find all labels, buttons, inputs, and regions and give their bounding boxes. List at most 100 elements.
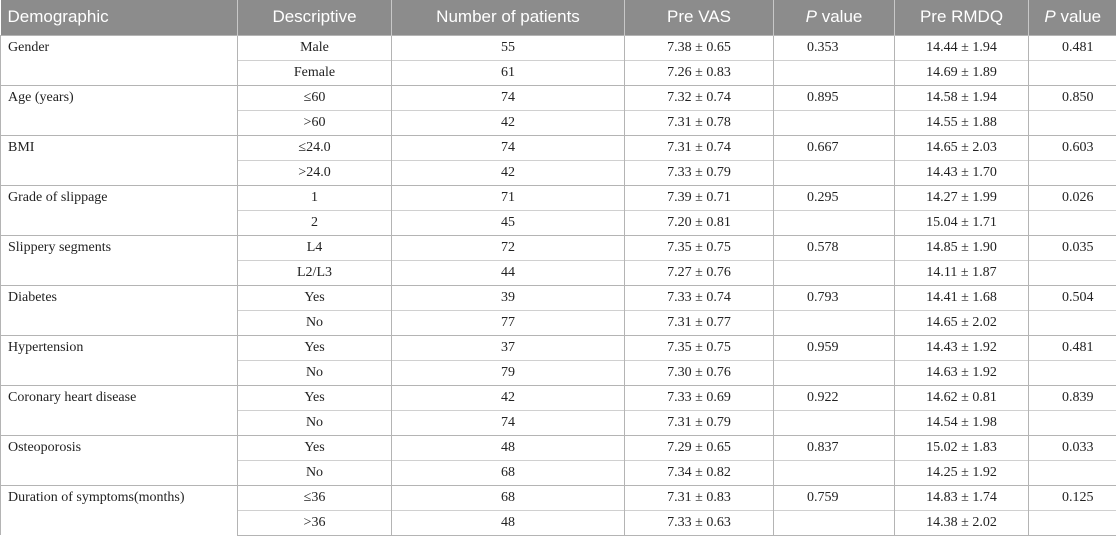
pre-vas-cell: 7.34 ± 0.82 [624,459,774,486]
header-row: Demographic Descriptive Number of patien… [0,0,1116,35]
pre-rmdq-cell: 14.38 ± 2.02 [894,509,1029,536]
pre-vas-cell: 7.27 ± 0.76 [624,259,774,286]
p-value-vas-cell [773,59,895,86]
pre-rmdq-cell: 14.69 ± 1.89 [894,59,1029,86]
p-value-rmdq-cell: 0.481 [1028,34,1116,60]
demographic-cell: Coronary heart disease [0,384,238,435]
table-row: Age (years) ≤60 74 7.32 ± 0.74 0.895 14.58 ± … [0,84,1116,135]
descriptive-cell: L2/L3 [237,259,392,286]
descriptive-cell: ≤60 [237,84,392,110]
patients-count-cell: 71 [391,184,625,210]
demographic-cell: Gender [0,34,238,85]
demographic-cell: Age (years) [0,84,238,135]
pre-vas-cell: 7.33 ± 0.69 [624,384,774,410]
patients-count-cell: 74 [391,409,625,436]
pre-vas-cell: 7.26 ± 0.83 [624,59,774,86]
p-value-vas-cell: 0.837 [773,434,895,460]
demographic-cell: Grade of slippage [0,184,238,235]
p-value-rmdq-cell: 0.504 [1028,284,1116,310]
pre-rmdq-cell: 14.25 ± 1.92 [894,459,1029,486]
table-row: Hypertension Yes 37 7.35 ± 0.75 0.959 14.43 ±… [0,334,1116,385]
table-row: Duration of symptoms(months) ≤36 68 7.31 ± … [0,484,1116,535]
table-row: Osteoporosis Yes 48 7.29 ± 0.65 0.837 15.02 ±… [0,434,1116,485]
pre-vas-cell: 7.29 ± 0.65 [624,434,774,460]
pre-rmdq-cell: 14.55 ± 1.88 [894,109,1029,136]
pre-rmdq-cell: 14.58 ± 1.94 [894,84,1029,110]
p-value-rmdq-cell [1028,209,1116,236]
pre-vas-cell: 7.35 ± 0.75 [624,334,774,360]
pre-vas-cell: 7.31 ± 0.78 [624,109,774,136]
header-descriptive: Descriptive [237,0,392,35]
p-value-vas-cell: 0.759 [773,484,895,510]
patients-count-cell: 77 [391,309,625,336]
descriptive-cell: Yes [237,284,392,310]
header-p-value-rmdq: P value [1028,0,1116,35]
descriptive-cell: ≤24.0 [237,134,392,160]
table-row: >60 42 7.31 ± 0.78 14.55 ± 1.88 [1,109,1116,136]
descriptive-cell: >36 [237,509,392,536]
p-value-rmdq-cell [1028,109,1116,136]
patients-count-cell: 68 [391,459,625,486]
header-p-italic: P [805,7,817,27]
demographic-cell: Diabetes [0,284,238,335]
descriptive-cell: No [237,359,392,386]
table-row: 2 45 7.20 ± 0.81 15.04 ± 1.71 [1,209,1116,236]
descriptive-cell: Yes [237,334,392,360]
pre-vas-cell: 7.31 ± 0.77 [624,309,774,336]
p-value-vas-cell [773,459,895,486]
pre-rmdq-cell: 14.85 ± 1.90 [894,234,1029,260]
p-value-vas-cell: 0.353 [773,34,895,60]
descriptive-cell: 1 [237,184,392,210]
patients-count-cell: 45 [391,209,625,236]
p-value-vas-cell [773,159,895,186]
pre-vas-cell: 7.33 ± 0.74 [624,284,774,310]
demographic-cell: Duration of symptoms(months) [0,484,238,535]
pre-rmdq-cell: 15.02 ± 1.83 [894,434,1029,460]
pre-rmdq-cell: 14.65 ± 2.03 [894,134,1029,160]
p-value-rmdq-cell: 0.026 [1028,184,1116,210]
pre-vas-cell: 7.35 ± 0.75 [624,234,774,260]
pre-rmdq-cell: 14.65 ± 2.02 [894,309,1029,336]
table-row: Female 61 7.26 ± 0.83 14.69 ± 1.89 [1,59,1116,86]
table-row: No 77 7.31 ± 0.77 14.65 ± 2.02 [1,309,1116,336]
p-value-vas-cell: 0.895 [773,84,895,110]
header-p-suffix: value [1055,7,1102,27]
pre-vas-cell: 7.31 ± 0.74 [624,134,774,160]
pre-rmdq-cell: 14.43 ± 1.92 [894,334,1029,360]
patients-count-cell: 61 [391,59,625,86]
table-row: Slippery segments L4 72 7.35 ± 0.75 0.578 14.… [0,234,1116,285]
descriptive-cell: >60 [237,109,392,136]
p-value-vas-cell [773,109,895,136]
p-value-rmdq-cell [1028,459,1116,486]
p-value-rmdq-cell: 0.481 [1028,334,1116,360]
p-value-vas-cell [773,359,895,386]
pre-vas-cell: 7.31 ± 0.83 [624,484,774,510]
pre-vas-cell: 7.33 ± 0.79 [624,159,774,186]
pre-rmdq-cell: 15.04 ± 1.71 [894,209,1029,236]
pre-vas-cell: 7.39 ± 0.71 [624,184,774,210]
demographic-cell: Slippery segments [0,234,238,285]
descriptive-cell: Female [237,59,392,86]
p-value-vas-cell [773,409,895,436]
demographic-cell: BMI [0,134,238,185]
p-value-rmdq-cell: 0.850 [1028,84,1116,110]
descriptive-cell: Yes [237,384,392,410]
pre-vas-cell: 7.33 ± 0.63 [624,509,774,536]
pre-rmdq-cell: 14.54 ± 1.98 [894,409,1029,436]
table-row: >36 48 7.33 ± 0.63 14.38 ± 2.02 [1,509,1116,536]
p-value-vas-cell: 0.667 [773,134,895,160]
pre-vas-cell: 7.38 ± 0.65 [624,34,774,60]
pre-vas-cell: 7.20 ± 0.81 [624,209,774,236]
p-value-vas-cell: 0.578 [773,234,895,260]
p-value-vas-cell [773,509,895,536]
patients-count-cell: 42 [391,109,625,136]
patients-count-cell: 74 [391,134,625,160]
table-body: Gender Male 55 7.38 ± 0.65 0.353 14.44 ± 1.94… [0,34,1116,536]
header-demographic: Demographic [0,0,238,35]
p-value-vas-cell: 0.922 [773,384,895,410]
p-value-rmdq-cell [1028,359,1116,386]
descriptive-cell: No [237,309,392,336]
p-value-rmdq-cell [1028,509,1116,536]
patients-count-cell: 68 [391,484,625,510]
